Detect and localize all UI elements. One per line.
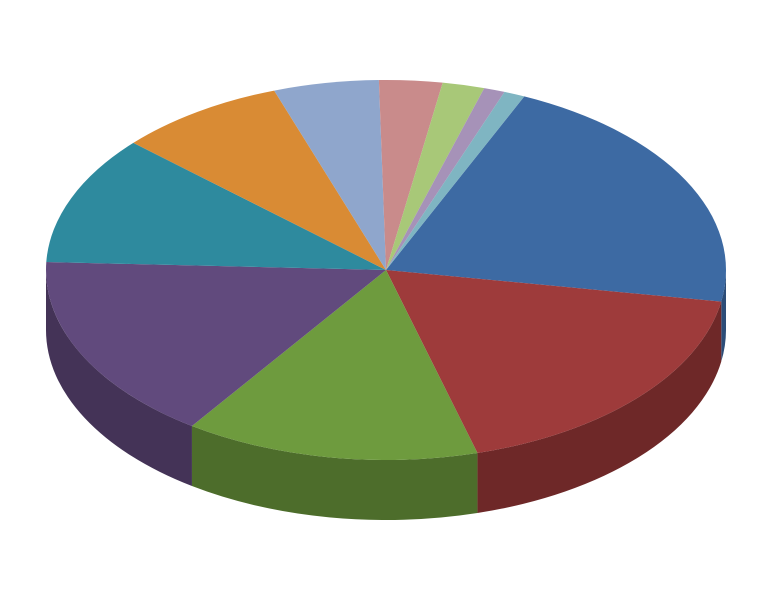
pie-chart-3d xyxy=(0,0,773,589)
pie-svg xyxy=(0,0,773,589)
